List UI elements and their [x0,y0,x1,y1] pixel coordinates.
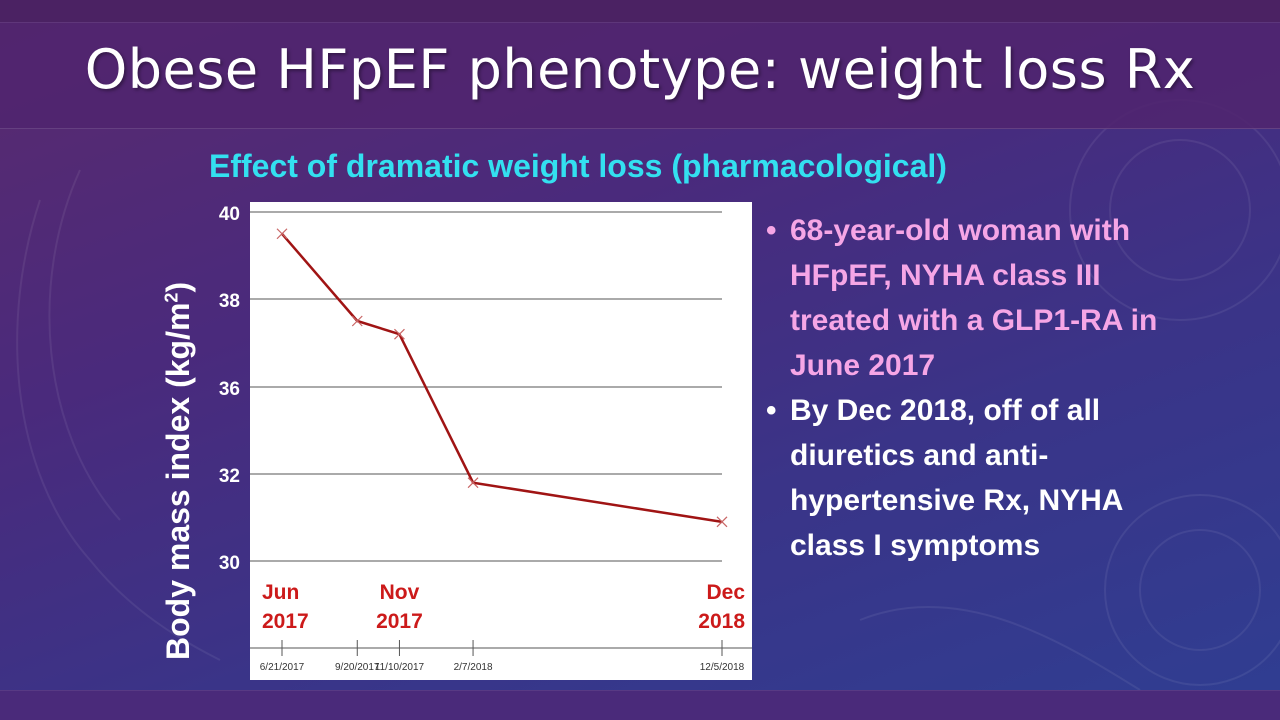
date-annotation-year: 2017 [262,610,309,633]
data-point [467,477,479,489]
data-point [276,228,288,240]
date-annotation-year: 2018 [698,610,745,633]
x-tick-label: 9/20/2017 [335,662,380,673]
bullet-dot: • [766,394,777,427]
date-annotation-month: Nov [380,581,420,604]
y-tick-label: 32 [219,466,240,487]
x-tick-label: 2/7/2018 [454,662,493,673]
data-point [394,328,405,340]
chart-subtitle: Effect of dramatic weight loss (pharmaco… [209,148,947,184]
x-tick-label: 12/5/2018 [700,662,745,673]
y-tick-label: 38 [219,291,240,312]
bullet-dot: • [766,214,777,247]
bullet-text-2: By Dec 2018, off of all diuretics and an… [790,394,1123,562]
bullet-list: • 68-year-old woman with HFpEF, NYHA clas… [764,208,1204,568]
bullet-text-1: 68-year-old woman with HFpEF, NYHA class… [790,214,1158,382]
x-tick-label: 11/10/2017 [375,662,425,673]
date-annotation-year: 2017 [376,610,423,633]
x-tick-label: 6/21/2017 [260,662,305,673]
y-tick-label: 30 [219,553,240,574]
data-point [351,315,363,327]
y-tick-label: 36 [219,379,240,400]
plot-area [250,202,752,680]
slide-title: Obese HFpEF phenotype: weight loss Rx [84,38,1196,101]
data-point [716,516,728,528]
title-bar [0,22,1280,129]
bottom-band [0,690,1280,720]
date-annotation-month: Dec [706,581,745,604]
bullet-item-2: • By Dec 2018, off of all diuretics and a… [764,388,1204,568]
date-annotation-month: Jun [262,581,299,604]
bullet-item-1: • 68-year-old woman with HFpEF, NYHA clas… [764,208,1204,388]
top-band [0,0,1280,22]
y-tick-label: 40 [219,204,240,225]
series-line [281,232,723,524]
